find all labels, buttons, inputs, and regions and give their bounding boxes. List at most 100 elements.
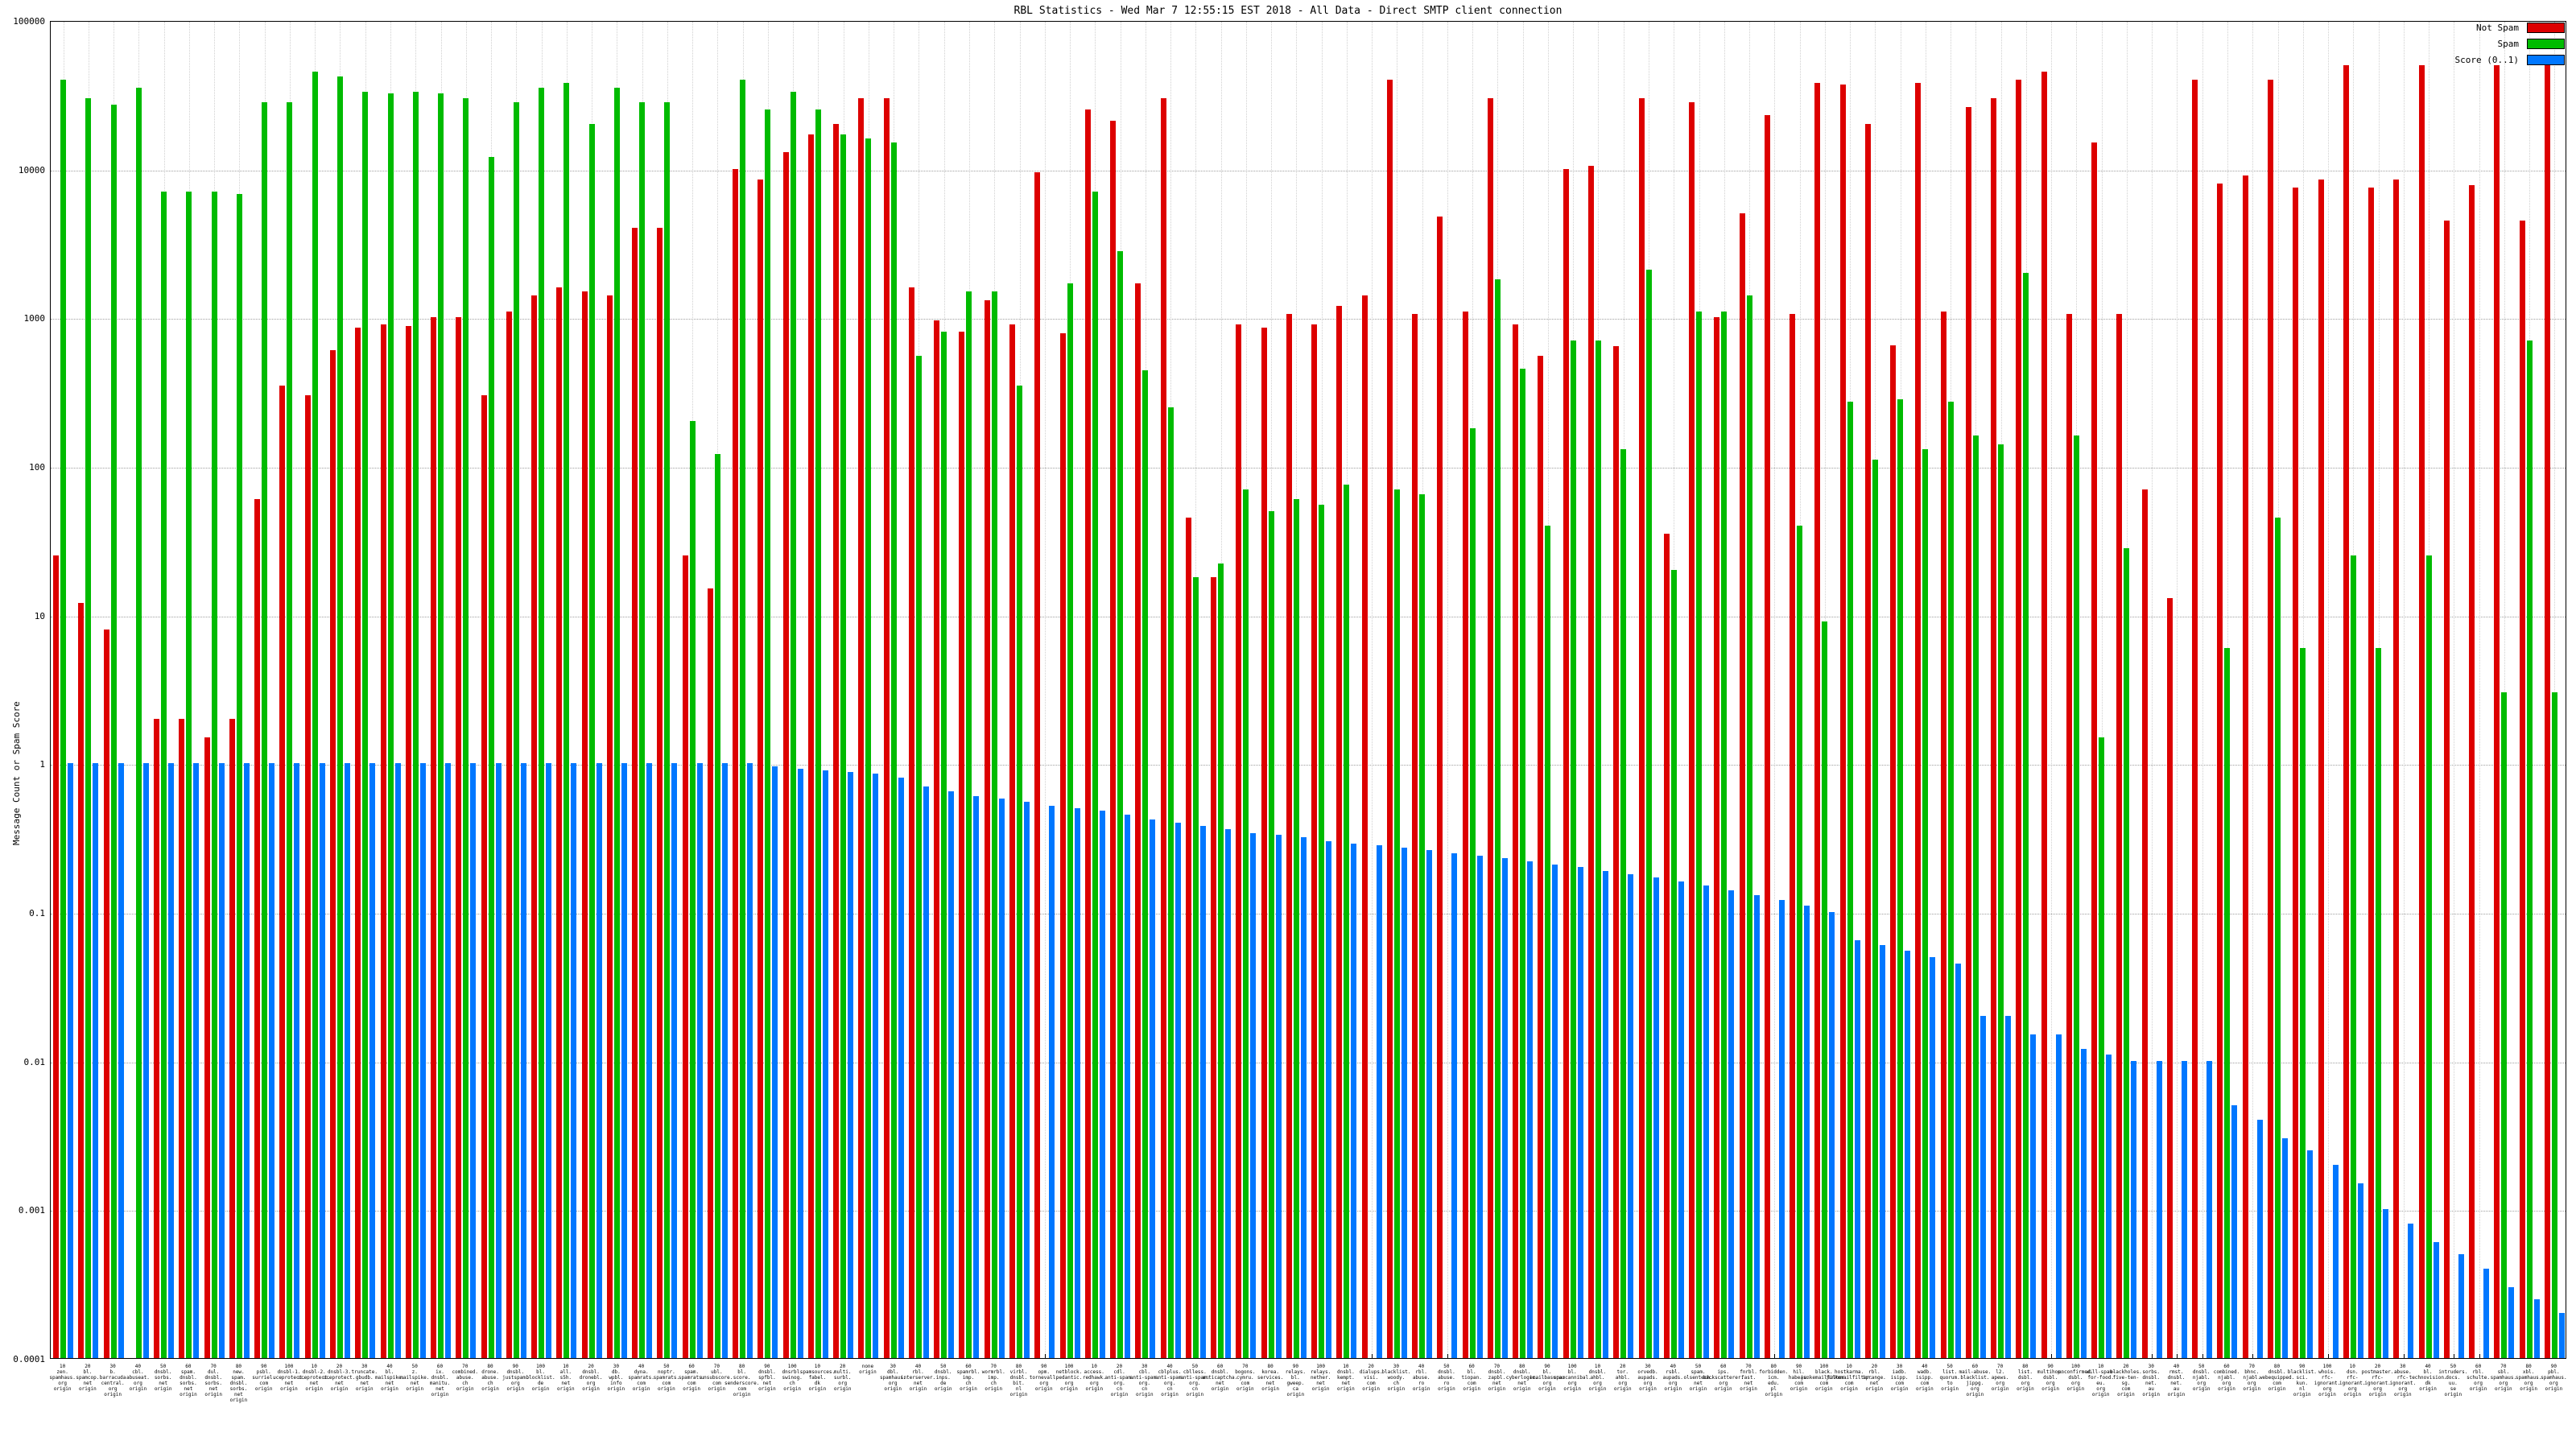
bar-score (470, 763, 477, 1358)
x-axis-label: 20 rbl. iprange. net origin (1862, 1364, 1886, 1392)
bar-not-spam (531, 295, 538, 1358)
x-axis-label: 60 dnsbl. anticaptcha. net origin (1202, 1364, 1238, 1392)
x-axis-label: 60 combined. njabl. org origin (2213, 1364, 2240, 1392)
bar-spam (1696, 311, 1703, 1358)
gridline-vertical (1372, 22, 1373, 1358)
x-axis-label: 10 hostkarma. junkemailfilter. com origi… (1826, 1364, 1872, 1392)
bar-spam (2376, 647, 2382, 1358)
bar-not-spam (2141, 489, 2148, 1358)
bar-not-spam (1412, 314, 1418, 1358)
bar-score (1577, 867, 1583, 1358)
bar-score (520, 763, 526, 1358)
x-axis-label: 100 unconfirmed. dsbl. org origin (2058, 1364, 2094, 1392)
bar-not-spam (1437, 216, 1443, 1358)
x-axis-label: 30 truncate. gbudb. net origin (351, 1364, 378, 1392)
bar-spam (236, 193, 242, 1358)
x-axis-label: 90 relays. bl. gweep. ca origin (1285, 1364, 1307, 1397)
bar-not-spam (1513, 324, 1519, 1358)
y-tick-label: 1000 (23, 313, 46, 324)
bar-not-spam (1940, 311, 1946, 1358)
bar-score (68, 763, 74, 1358)
bar-score (948, 791, 955, 1358)
bar-score (2030, 1034, 2037, 1358)
gridline-vertical (2403, 22, 2405, 1358)
x-axis-label: 40 dyna. spamrats. com origin (628, 1364, 654, 1392)
x-axis-label: 60 ips. backscatterer. org origin (1703, 1364, 1744, 1392)
bar-score (998, 799, 1005, 1358)
bar-score (822, 770, 828, 1358)
bar-spam (639, 102, 646, 1358)
bar-not-spam (1185, 518, 1191, 1358)
bar-score (1703, 886, 1710, 1358)
bar-spam (1319, 504, 1325, 1358)
bar-not-spam (1211, 576, 1217, 1358)
bar-spam (1243, 489, 1249, 1358)
gridline-vertical (2152, 22, 2153, 1358)
bar-score (923, 786, 929, 1358)
x-tick-mark (1447, 1354, 1448, 1358)
x-axis-label: 80 xbl. spamhaus. org origin (2515, 1364, 2542, 1392)
x-axis-label: 90 blacklist. sci. kun. nl origin (2287, 1364, 2317, 1397)
bar-spam (714, 454, 720, 1358)
bar-spam (2275, 518, 2281, 1358)
x-axis-label: 50 dnsbl. inps. de origin (934, 1364, 952, 1392)
x-axis-label: 20 multi. surbl. org origin (833, 1364, 852, 1392)
x-axis-label: 70 bogons. cymru. com origin (1235, 1364, 1256, 1392)
bar-not-spam (1361, 295, 1368, 1358)
bar-not-spam (782, 151, 789, 1358)
x-axis-label: 10 dnsbl. kempt. net origin (1337, 1364, 1355, 1392)
x-axis-label: 30 dbl. spamhaus. org origin (879, 1364, 906, 1392)
x-axis-label: 40 cblplus. anti-spam. org. cn origin (1155, 1364, 1185, 1397)
bar-score (2458, 1253, 2464, 1358)
x-axis-label: 40 rmst. dnsbl. net. au origin (2167, 1364, 2186, 1397)
bar-not-spam (2494, 64, 2500, 1358)
bar-spam (2526, 340, 2533, 1358)
bar-not-spam (733, 168, 739, 1358)
bar-not-spam (707, 588, 713, 1358)
x-axis-label: 50 z. mailspike. net origin (400, 1364, 430, 1392)
bar-score (1150, 819, 1156, 1358)
y-tick-label: 0.1 (29, 908, 45, 919)
x-tick-mark (2051, 1354, 2053, 1358)
bar-score (243, 763, 250, 1358)
bar-not-spam (581, 291, 588, 1358)
x-axis-label: 10 dsn. rfc- ignorant. org origin (2339, 1364, 2366, 1397)
bar-score (2383, 1209, 2389, 1358)
bar-score (696, 763, 703, 1358)
bar-spam (588, 124, 595, 1358)
x-axis-label: 30 blacklist. woody. ch origin (1381, 1364, 1411, 1392)
x-tick-mark (2152, 1354, 2153, 1358)
x-axis-label: 80 korea. services. net origin (1257, 1364, 1284, 1392)
bar-spam (60, 79, 67, 1358)
bar-spam (790, 91, 796, 1358)
bar-spam (1822, 621, 1828, 1358)
x-axis-label: 40 wadb. isipp. com origin (1916, 1364, 1934, 1392)
gridline-vertical (2101, 22, 2103, 1358)
bar-spam (1797, 525, 1803, 1358)
x-axis-label: 60 ix. dnsbl. manitu. net origin (429, 1364, 451, 1397)
bar-not-spam (254, 498, 261, 1358)
x-axis-label: 40 bl. technovision. dk origin (2409, 1364, 2447, 1392)
bar-score (1476, 855, 1483, 1358)
x-axis-label: 50 dnsbl. njabl. org origin (2192, 1364, 2211, 1392)
bar-not-spam (2016, 79, 2022, 1358)
gridline-horizontal (51, 319, 2566, 320)
bar-score (721, 763, 728, 1358)
bar-spam (1545, 525, 1551, 1358)
bar-not-spam (2091, 142, 2098, 1358)
bar-not-spam (2343, 64, 2349, 1358)
x-axis-label: 20 cdl. anti-spam. org. cn origin (1104, 1364, 1134, 1397)
bar-score (2181, 1060, 2187, 1358)
bar-not-spam (807, 134, 814, 1358)
x-axis-label: 20 blackholes. five-ten- sg. com origin (2110, 1364, 2142, 1397)
x-tick-mark (1774, 1354, 1776, 1358)
bar-score (973, 796, 980, 1358)
legend-row: Score (0..1) (2455, 55, 2565, 65)
bar-score (1979, 1016, 1986, 1358)
bar-not-spam (204, 737, 210, 1358)
bar-not-spam (179, 718, 185, 1358)
bar-spam (438, 93, 444, 1358)
x-axis-label: 90 opm. tornevall. org origin (1029, 1364, 1059, 1392)
bar-not-spam (1236, 324, 1242, 1358)
gridline-horizontal (51, 765, 2566, 766)
